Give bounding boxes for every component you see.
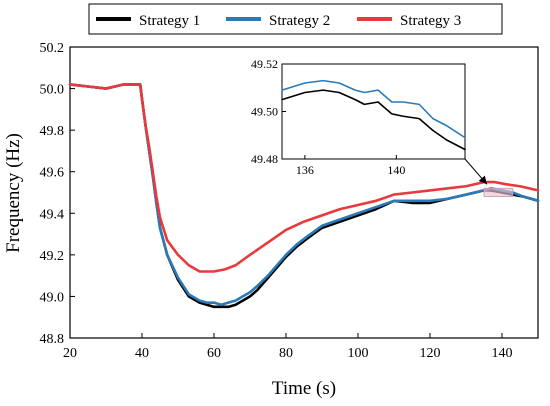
y-tick-label: 49.2 xyxy=(40,249,65,264)
legend-entry-strategy-1: Strategy 1 xyxy=(96,13,200,29)
inset-y-tick-label: 49.48 xyxy=(251,152,278,166)
zoom-region-box xyxy=(483,187,514,198)
x-tick-label: 60 xyxy=(207,346,221,361)
axes-layer: 20 40 60 80 100 120 140 48.8 49.0 49.2 49.4 49.6 49.… xyxy=(40,41,513,361)
y-tick-label: 48.8 xyxy=(40,332,65,347)
inset-x-tick-label: 136 xyxy=(296,163,314,177)
legend-label-strategy-3: Strategy 3 xyxy=(400,13,461,29)
legend-label-strategy-2: Strategy 2 xyxy=(269,13,330,29)
x-tick-label: 40 xyxy=(135,346,149,361)
inset-y-tick-label: 49.50 xyxy=(251,105,278,119)
legend-entry-strategy-2: Strategy 2 xyxy=(226,13,330,29)
x-tick-label: 20 xyxy=(63,346,77,361)
inset-series-line-2 xyxy=(281,79,466,139)
x-axis-title: Time (s) xyxy=(272,378,336,399)
legend-entry-strategy-3: Strategy 3 xyxy=(357,13,461,29)
inset-y-tick-label: 49.52 xyxy=(251,57,278,71)
zoom-arrow-head xyxy=(478,175,487,185)
y-axis-title: Frequency (Hz) xyxy=(3,133,24,253)
series-layer xyxy=(68,83,540,309)
plot-frame xyxy=(69,46,539,339)
y-tick-label: 49.0 xyxy=(40,290,65,305)
y-tick-label: 49.8 xyxy=(40,124,65,139)
y-tick-label: 49.6 xyxy=(40,166,65,181)
x-tick-label: 100 xyxy=(348,346,369,361)
inset-frame xyxy=(281,63,466,160)
inset-axes-layer: 136 140 49.48 49.50 49.52 xyxy=(251,57,405,177)
inset-series-layer xyxy=(281,79,466,151)
y-tick-label: 50.0 xyxy=(40,83,65,98)
y-tick-label: 49.4 xyxy=(40,207,65,222)
series-line-3 xyxy=(68,83,540,273)
x-tick-label: 120 xyxy=(420,346,441,361)
x-tick-label: 140 xyxy=(492,346,513,361)
legend-box xyxy=(88,3,503,35)
inset-series-line-1 xyxy=(281,89,466,151)
inset-x-tick-label: 140 xyxy=(387,163,405,177)
legend-label-strategy-1: Strategy 1 xyxy=(139,13,200,29)
y-tick-label: 50.2 xyxy=(40,41,65,56)
x-tick-label: 80 xyxy=(279,346,293,361)
